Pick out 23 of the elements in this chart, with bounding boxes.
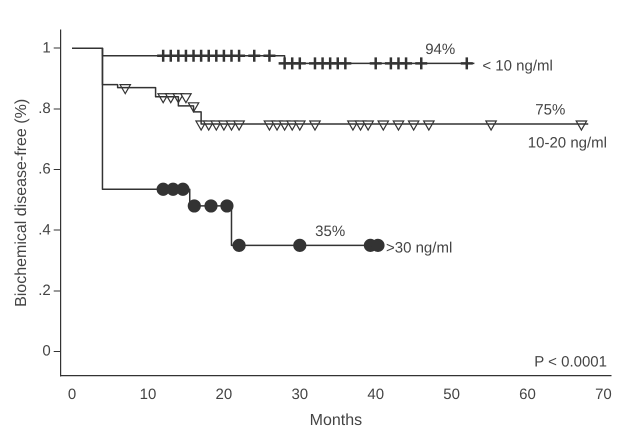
- x-axis-title: Months: [310, 412, 362, 429]
- annotation: 35%: [315, 223, 346, 240]
- x-tick-label: 20: [216, 386, 232, 403]
- y-tick-label: 1: [42, 39, 51, 56]
- series-label: 10-20 ng/ml: [528, 134, 607, 152]
- x-tick-label: 70: [595, 386, 612, 403]
- series-label: < 10 ng/ml: [482, 58, 553, 75]
- y-tick-label: 0: [42, 342, 51, 360]
- x-tick-label: 30: [291, 386, 308, 403]
- series-label: >30 ng/ml: [386, 240, 452, 257]
- x-tick-label: 50: [443, 386, 460, 403]
- annotation: 94%: [425, 41, 456, 58]
- x-tick-label: 10: [140, 386, 156, 403]
- annotation: P < 0.0001: [534, 353, 607, 370]
- y-axis-title: Biochemical disease-free (%): [13, 98, 30, 307]
- x-tick-label: 0: [68, 386, 76, 403]
- y-tick-label: .6: [38, 160, 51, 178]
- x-tick-label: 40: [367, 386, 384, 403]
- y-tick-label: .8: [38, 100, 51, 118]
- y-tick-label: .2: [38, 282, 51, 300]
- y-tick-label: .4: [38, 221, 51, 238]
- annotation: 75%: [535, 102, 566, 119]
- x-tick-label: 60: [519, 386, 536, 403]
